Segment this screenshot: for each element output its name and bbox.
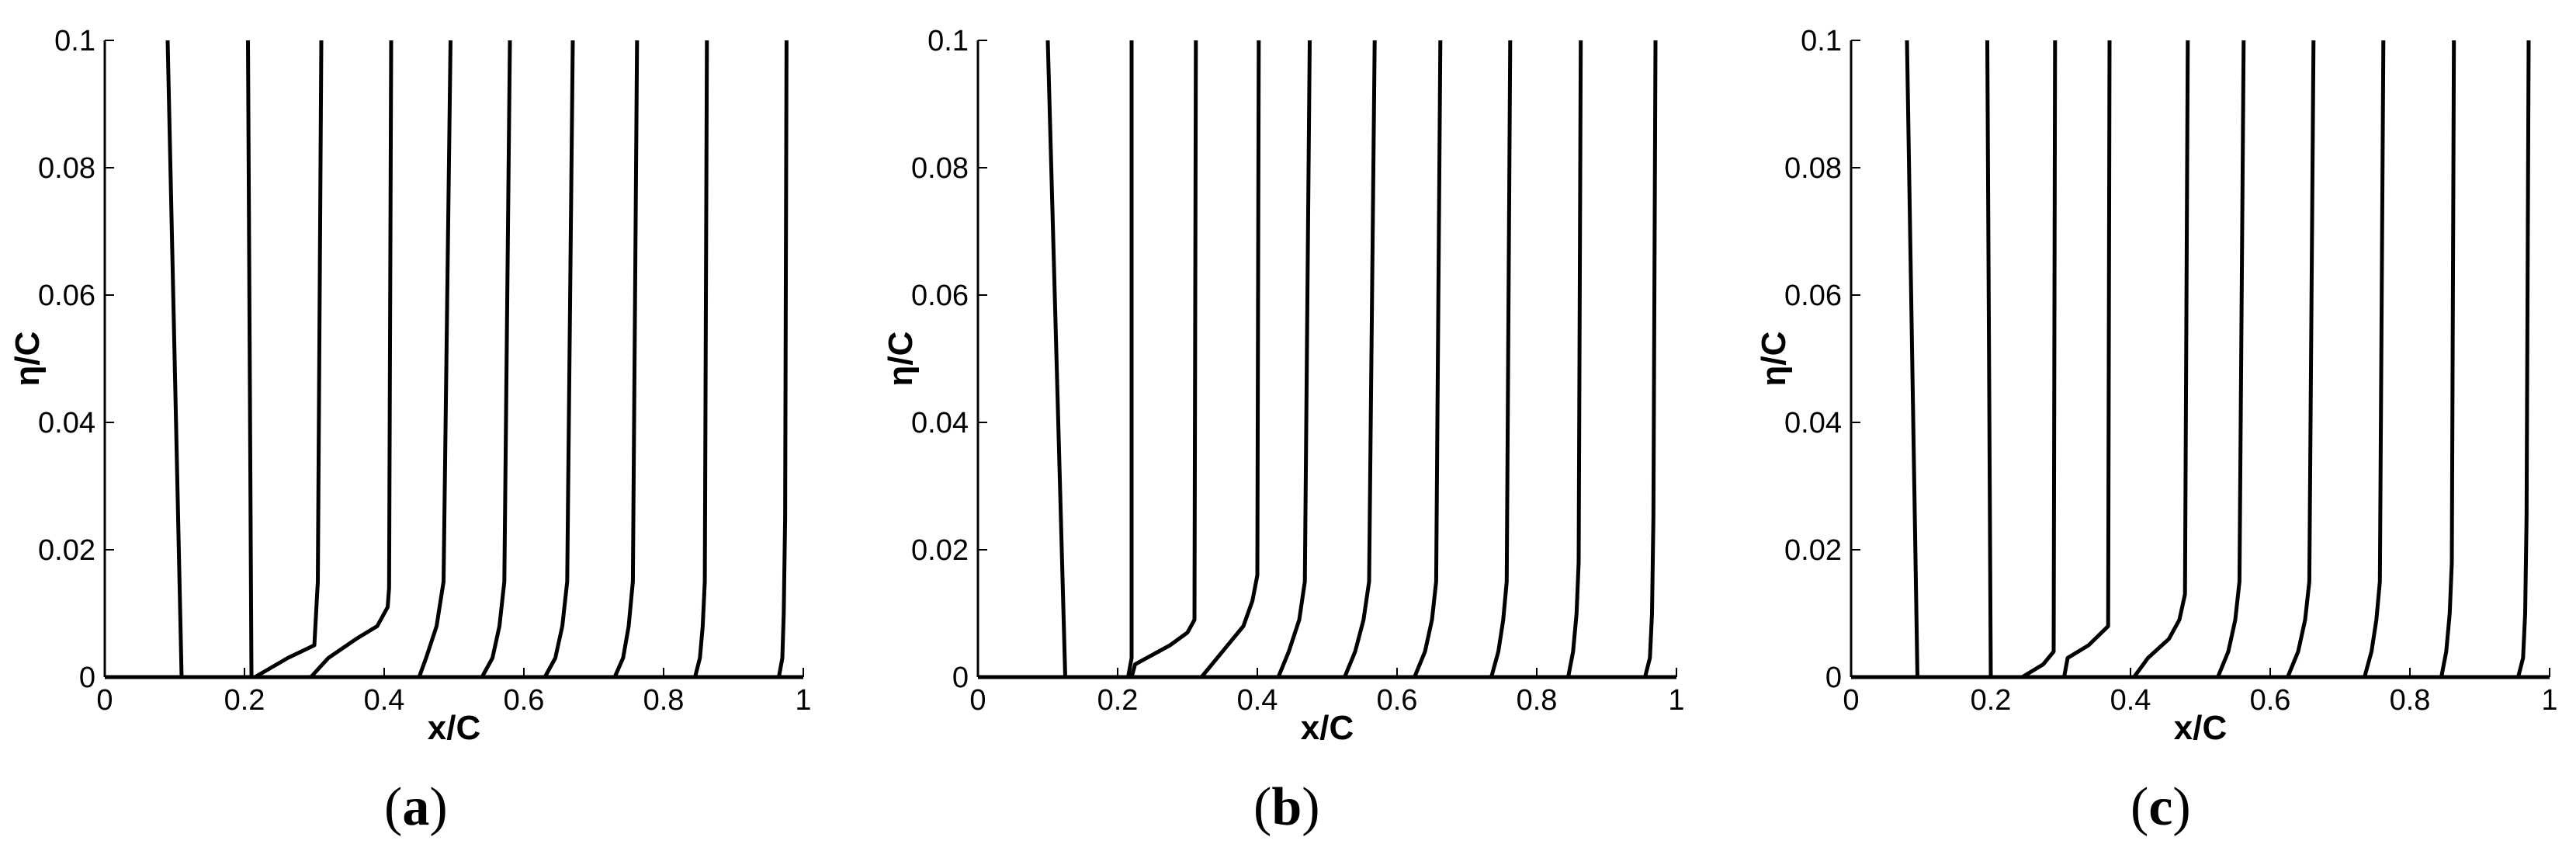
series-line-6 bbox=[1343, 40, 1377, 678]
panel-c-plot: 0 0.2 0.4 0.6 0.8 1 0 0.02 0.04 0.06 0.08 0.1 x/C η/C bbox=[1755, 25, 2558, 747]
series-line-4 bbox=[1200, 40, 1261, 679]
series-line-8 bbox=[1489, 40, 1513, 678]
series-line-2 bbox=[246, 40, 254, 678]
series-line-2 bbox=[1126, 40, 1134, 678]
y-tick-label: 0.08 bbox=[1784, 152, 1842, 185]
series-line-9 bbox=[1566, 40, 1583, 678]
x-tick-label: 0.2 bbox=[1971, 684, 2012, 717]
y-tick-label: 0.06 bbox=[911, 280, 969, 312]
x-tick-label: 0.8 bbox=[643, 684, 685, 717]
x-tick-label: 0 bbox=[96, 684, 113, 717]
series-line-3 bbox=[2021, 40, 2058, 679]
series-line-3 bbox=[254, 40, 324, 679]
panel-a: 0 0.2 0.4 0.6 0.8 1 0 0.02 0.04 0.06 0.08 0.1 x/C η/C… bbox=[0, 0, 854, 865]
x-axis-label: x/C bbox=[428, 709, 480, 747]
y-tick-label: 0 bbox=[79, 662, 95, 694]
x-tick-label: 0.8 bbox=[2390, 684, 2431, 717]
y-tick-label: 0 bbox=[952, 662, 969, 694]
series-line-10 bbox=[777, 40, 789, 678]
y-tick-label: 0.04 bbox=[911, 407, 969, 439]
panel-c: 0 0.2 0.4 0.6 0.8 1 0 0.02 0.04 0.06 0.08 0.1 x/C η/C… bbox=[1746, 0, 2576, 865]
series-line-10 bbox=[1643, 40, 1658, 678]
y-tick-label: 0.02 bbox=[1784, 534, 1842, 567]
series-line-8 bbox=[2363, 40, 2386, 678]
y-axis-label: η/C bbox=[1755, 332, 1793, 387]
x-tick-label: 0 bbox=[969, 684, 986, 717]
series-line-8 bbox=[612, 40, 640, 679]
y-tick-label: 0.08 bbox=[911, 152, 969, 185]
x-tick-label: 0.4 bbox=[364, 684, 405, 717]
series-line-9 bbox=[2439, 40, 2456, 678]
series-line-5 bbox=[417, 40, 452, 678]
panel-b-plot: 0 0.2 0.4 0.6 0.8 1 0 0.02 0.04 0.06 0.08 0.1 x/C η/C bbox=[882, 25, 1685, 747]
x-tick-label: 0.2 bbox=[1097, 684, 1139, 717]
series-line-3 bbox=[1129, 40, 1198, 678]
series-line-6 bbox=[2216, 40, 2246, 678]
panel-c-label: (c) bbox=[2130, 777, 2191, 837]
y-tick-label: 0.1 bbox=[1801, 25, 1842, 57]
series-line-9 bbox=[693, 40, 709, 678]
panel-a-label: (a) bbox=[384, 777, 448, 837]
series-line-7 bbox=[1413, 40, 1443, 678]
series-line-6 bbox=[480, 40, 512, 679]
y-tick-label: 0.06 bbox=[38, 280, 95, 312]
y-tick-label: 0.1 bbox=[54, 25, 95, 57]
series-line-10 bbox=[2516, 40, 2531, 678]
x-tick-label: 0.2 bbox=[224, 684, 265, 717]
series-line-7 bbox=[2286, 40, 2316, 678]
series-line-5 bbox=[2132, 40, 2190, 679]
panel-b-label: (b) bbox=[1253, 777, 1320, 837]
y-tick-label: 0.06 bbox=[1784, 280, 1842, 312]
y-axis-label: η/C bbox=[882, 332, 920, 387]
x-tick-label: 1 bbox=[2541, 684, 2557, 717]
x-axis-label: x/C bbox=[1301, 709, 1354, 747]
x-tick-label: 0.6 bbox=[504, 684, 545, 717]
series-line-2 bbox=[1985, 40, 1993, 678]
y-tick-label: 0 bbox=[1825, 662, 1842, 694]
series-line-1 bbox=[1905, 40, 1919, 678]
x-tick-label: 0.4 bbox=[1237, 684, 1278, 717]
x-tick-label: 1 bbox=[1668, 684, 1684, 717]
y-tick-label: 0.04 bbox=[1784, 407, 1842, 439]
panel-b: 0 0.2 0.4 0.6 0.8 1 0 0.02 0.04 0.06 0.08 0.1 x/C η/C… bbox=[873, 0, 1727, 865]
series-line-5 bbox=[1276, 40, 1312, 678]
series-line-4 bbox=[2062, 40, 2112, 678]
series-line-7 bbox=[543, 40, 575, 679]
x-tick-label: 0.8 bbox=[1517, 684, 1558, 717]
y-axis-label: η/C bbox=[9, 332, 47, 387]
series-line-1 bbox=[1045, 40, 1067, 678]
y-tick-label: 0.04 bbox=[38, 407, 95, 439]
y-tick-label: 0.1 bbox=[927, 25, 969, 57]
series-line-4 bbox=[309, 40, 394, 679]
panel-a-plot: 0 0.2 0.4 0.6 0.8 1 0 0.02 0.04 0.06 0.08 0.1 x/C η/C bbox=[9, 25, 812, 747]
x-tick-label: 0.6 bbox=[2250, 684, 2291, 717]
x-axis-label: x/C bbox=[2174, 709, 2227, 747]
y-tick-label: 0.02 bbox=[911, 534, 969, 567]
x-tick-label: 1 bbox=[795, 684, 811, 717]
y-tick-label: 0.08 bbox=[38, 152, 95, 185]
y-tick-label: 0.02 bbox=[38, 534, 95, 567]
x-tick-label: 0.6 bbox=[1377, 684, 1418, 717]
x-tick-label: 0.4 bbox=[2110, 684, 2151, 717]
x-tick-label: 0 bbox=[1843, 684, 1859, 717]
series-line-1 bbox=[165, 40, 184, 678]
